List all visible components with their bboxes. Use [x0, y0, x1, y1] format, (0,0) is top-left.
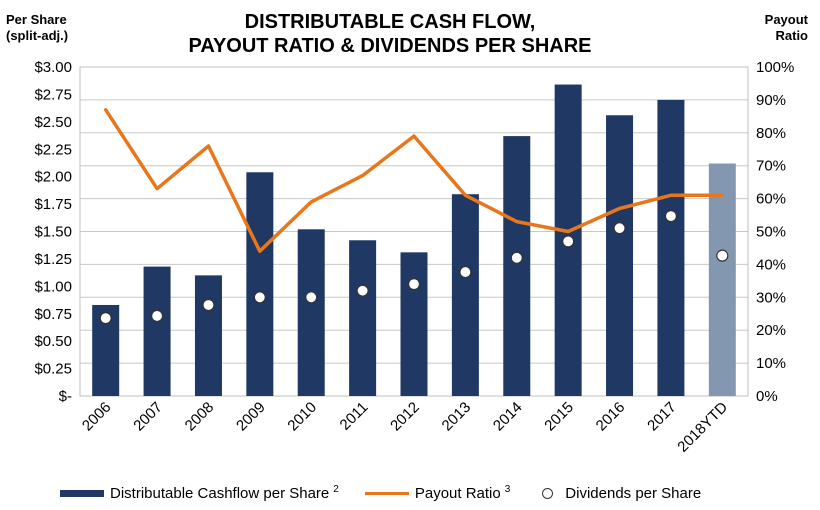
dividend-dot: [613, 222, 626, 235]
x-tick-label: 2009: [233, 399, 269, 435]
x-tick-label: 2017: [644, 399, 680, 435]
bar: [657, 99, 685, 397]
chart-title: DISTRIBUTABLE CASH FLOW, PAYOUT RATIO & …: [150, 10, 630, 58]
y-left-tick-label: $1.00: [34, 278, 72, 295]
y-right-tick-label: 80%: [756, 125, 786, 142]
bar: [297, 229, 325, 396]
y-left-tick-label: $2.50: [34, 114, 72, 131]
payout-ratio-line: [103, 108, 725, 253]
x-tick-label: 2012: [387, 399, 423, 435]
dividend-dot: [202, 298, 215, 312]
y-right-tick-label: 50%: [756, 224, 786, 241]
right-axis-label: Payout Ratio: [765, 12, 808, 44]
legend-line-footnote: 3: [504, 483, 511, 495]
bar: [708, 163, 736, 396]
right-axis-label-line2: Ratio: [775, 28, 809, 43]
x-tick-label: 2018YTD: [674, 399, 731, 456]
y-right-tick-label: 40%: [756, 256, 786, 273]
x-tick-label: 2014: [490, 399, 526, 435]
legend-line-swatch: [364, 491, 409, 495]
bar: [400, 252, 428, 396]
legend-item-dot: Dividends per Share: [536, 485, 701, 502]
y-right-tick-label: 60%: [756, 191, 786, 208]
bar: [246, 172, 274, 396]
bar: [606, 115, 634, 397]
chart-title-line1: DISTRIBUTABLE CASH FLOW,: [244, 11, 536, 33]
x-tick-label: 2011: [337, 399, 372, 434]
y-left-tick-label: $1.75: [34, 196, 72, 213]
left-axis-label-line1: Per Share: [6, 12, 67, 27]
legend: Distributable Cashflow per Share 2 Payou…: [60, 482, 800, 504]
legend-dot-label: Dividends per Share: [565, 484, 702, 502]
x-tick-label: 2007: [130, 399, 166, 435]
legend-bar-label: Distributable Cashflow per Share: [110, 484, 330, 502]
bar: [143, 266, 171, 396]
dividend-dot: [253, 291, 266, 304]
dividend-dot: [150, 309, 164, 323]
legend-item-bar: Distributable Cashflow per Share 2: [60, 483, 339, 502]
x-tick-label: 2015: [541, 399, 577, 435]
right-axis-label-line1: Payout: [764, 12, 808, 27]
y-left-tick-label: $1.25: [34, 251, 72, 268]
legend-bar-footnote: 2: [333, 483, 339, 495]
y-right-tick-label: 70%: [756, 158, 786, 175]
x-tick-label: 2008: [182, 399, 218, 435]
dividend-dot: [510, 251, 523, 264]
y-left-tick-label: $2.75: [34, 86, 72, 103]
left-axis-label-line2: (split-adj.): [6, 28, 69, 43]
y-left-tick-label: $3.00: [34, 59, 72, 76]
dividend-dot: [305, 291, 318, 304]
legend-line-label: Payout Ratio: [414, 484, 501, 502]
y-right-tick-label: 0%: [756, 388, 778, 405]
x-tick-label: 2006: [79, 399, 115, 435]
y-left-tick-label: $1.50: [34, 224, 72, 241]
dividend-dot: [99, 312, 112, 325]
chart-title-line2: PAYOUT RATIO & DIVIDENDS PER SHARE: [188, 35, 592, 57]
y-left-tick-label: $0.25: [34, 361, 72, 378]
dividend-dot: [356, 284, 369, 297]
chart-canvas: $- $0.25 $0.50 $0.75 $1.00 $1.25 $1.50 $1.75 $2.…: [34, 59, 794, 456]
y-left-tick-label: $-: [59, 388, 72, 405]
y-right-tick-label: 90%: [756, 92, 786, 109]
y-left-tick-label: $2.25: [34, 141, 72, 158]
x-tick-label: 2010: [284, 399, 320, 435]
x-tick-label: 2013: [439, 399, 475, 435]
legend-bar-swatch: [60, 489, 104, 497]
dividend-dot: [664, 210, 678, 223]
y-right-tick-label: 10%: [756, 355, 786, 372]
y-right-tick-label: 30%: [756, 289, 786, 306]
dividend-dot: [407, 278, 421, 291]
y-right-tick-label: 100%: [756, 59, 794, 76]
dividend-dot: [459, 265, 472, 279]
left-axis-label: Per Share (split-adj.): [6, 12, 68, 44]
y-left-tick-label: $0.50: [34, 333, 72, 350]
bar: [503, 136, 531, 396]
bar: [451, 194, 479, 396]
x-tick-label: 2016: [593, 399, 629, 435]
y-left-tick-label: $2.00: [34, 169, 72, 186]
legend-item-line: Payout Ratio 3: [364, 483, 511, 502]
dividend-dot: [562, 235, 575, 248]
bar: [349, 240, 377, 396]
y-right-tick-label: 20%: [756, 322, 786, 339]
dividend-dot: [716, 249, 729, 262]
bar: [194, 275, 222, 396]
legend-dot-swatch: [542, 487, 554, 499]
y-left-tick-label: $0.75: [34, 306, 72, 323]
